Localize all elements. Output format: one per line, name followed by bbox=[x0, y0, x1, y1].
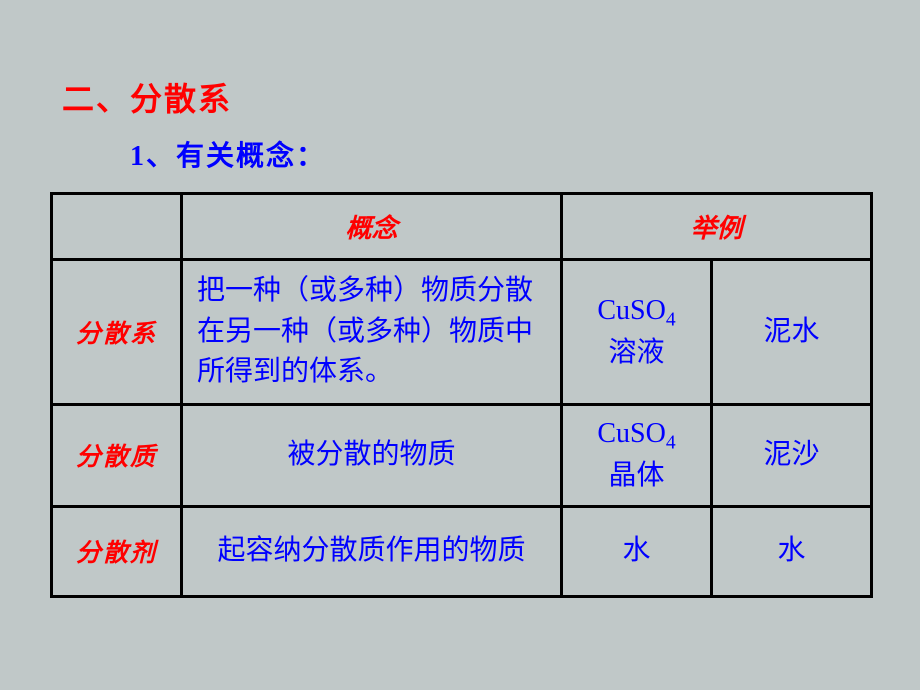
header-empty bbox=[52, 194, 182, 260]
term-cell: 分散剂 bbox=[52, 506, 182, 596]
concept-cell: 把一种（或多种）物质分散在另一种（或多种）物质中所得到的体系。 bbox=[182, 260, 562, 405]
example-cell: 泥水 bbox=[712, 260, 872, 405]
table-row: 分散剂 起容纳分散质作用的物质 水 水 bbox=[52, 506, 872, 596]
term-cell: 分散质 bbox=[52, 404, 182, 506]
table-container: 概念 举例 分散系 把一种（或多种）物质分散在另一种（或多种）物质中所得到的体系… bbox=[50, 192, 870, 598]
subsection-heading: 1、有关概念： bbox=[130, 134, 920, 174]
term-cell: 分散系 bbox=[52, 260, 182, 405]
example-cell: CuSO4溶液 bbox=[562, 260, 712, 405]
example-cell: 水 bbox=[712, 506, 872, 596]
header-concept: 概念 bbox=[182, 194, 562, 260]
example-cell: CuSO4晶体 bbox=[562, 404, 712, 506]
table-row: 分散系 把一种（或多种）物质分散在另一种（或多种）物质中所得到的体系。 CuSO… bbox=[52, 260, 872, 405]
section-heading: 二、分散系 bbox=[62, 74, 920, 120]
concept-cell: 起容纳分散质作用的物质 bbox=[182, 506, 562, 596]
example-cell: 水 bbox=[562, 506, 712, 596]
table-row: 分散质 被分散的物质 CuSO4晶体 泥沙 bbox=[52, 404, 872, 506]
header-example: 举例 bbox=[562, 194, 872, 260]
slide: 二、分散系 1、有关概念： 概念 举例 分散系 把一种（或多种）物质分散在另一种… bbox=[0, 0, 920, 690]
concept-cell: 被分散的物质 bbox=[182, 404, 562, 506]
concepts-table: 概念 举例 分散系 把一种（或多种）物质分散在另一种（或多种）物质中所得到的体系… bbox=[50, 192, 873, 598]
table-header-row: 概念 举例 bbox=[52, 194, 872, 260]
example-cell: 泥沙 bbox=[712, 404, 872, 506]
